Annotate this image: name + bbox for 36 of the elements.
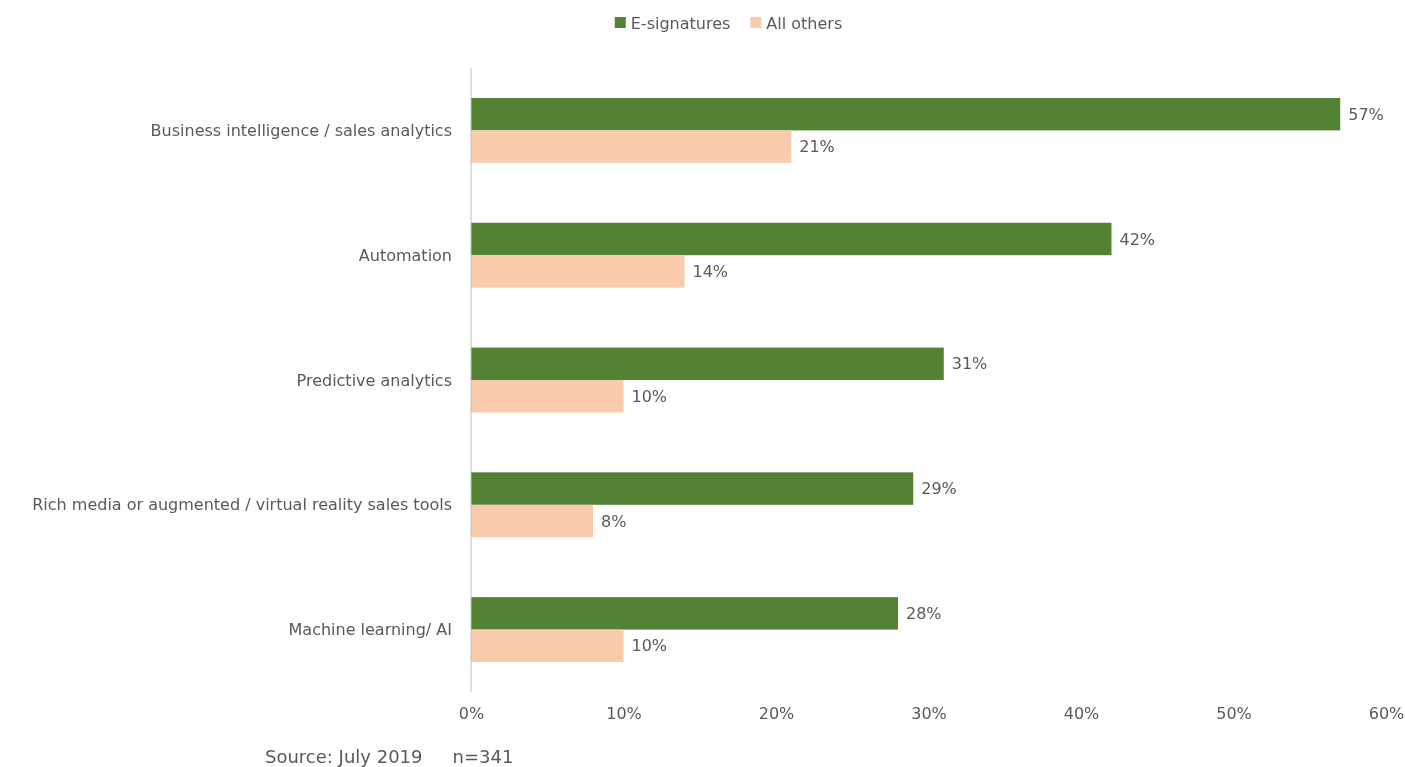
x-tick-label: 10% bbox=[606, 704, 642, 723]
x-tick-label: 0% bbox=[458, 704, 485, 723]
bar bbox=[471, 347, 944, 380]
data-label: 21% bbox=[799, 137, 835, 157]
y-tick-label: Business intelligence / sales analytics bbox=[150, 121, 452, 140]
bar bbox=[471, 629, 624, 663]
bar bbox=[471, 380, 624, 413]
y-tick-label: Rich media or augmented / virtual reality sales tools bbox=[32, 495, 452, 515]
bar bbox=[471, 472, 914, 505]
data-label: 28% bbox=[906, 603, 942, 623]
data-label: 57% bbox=[1348, 104, 1384, 124]
x-tick-label: 50% bbox=[1216, 704, 1252, 723]
x-tick-label: 20% bbox=[758, 704, 795, 723]
y-tick-label: Predictive analytics bbox=[296, 370, 452, 390]
data-label: 14% bbox=[692, 262, 729, 282]
text: n=341 bbox=[452, 746, 514, 767]
y-tick-label: Machine learning/ AI bbox=[288, 620, 452, 640]
x-tick-label: 60% bbox=[1368, 704, 1405, 723]
bar bbox=[471, 504, 593, 538]
data-label: 10% bbox=[631, 636, 668, 656]
data-label: 29% bbox=[921, 479, 957, 499]
x-tick-label: 40% bbox=[1063, 704, 1100, 723]
bar bbox=[471, 97, 1341, 131]
x-tick-label: 30% bbox=[911, 704, 947, 723]
legend-label: E-signatures bbox=[630, 13, 731, 33]
source-note: Source: July 2019 bbox=[265, 746, 423, 767]
y-tick-label: Automation bbox=[358, 245, 452, 265]
data-label: 42% bbox=[1119, 229, 1156, 249]
data-label: 31% bbox=[951, 354, 988, 374]
bar bbox=[471, 255, 685, 288]
bar bbox=[471, 222, 1112, 256]
legend-label: All others bbox=[766, 13, 843, 33]
bar bbox=[471, 130, 792, 163]
data-label: 10% bbox=[631, 386, 668, 406]
data-label: 8% bbox=[601, 511, 627, 531]
bar bbox=[471, 597, 898, 630]
